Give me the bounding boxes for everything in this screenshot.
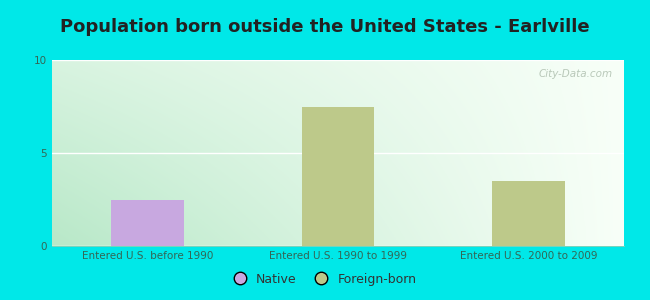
Bar xyxy=(493,181,565,246)
Text: City-Data.com: City-Data.com xyxy=(538,69,612,79)
Text: Population born outside the United States - Earlville: Population born outside the United State… xyxy=(60,18,590,36)
Legend: Native, Foreign-born: Native, Foreign-born xyxy=(228,268,422,291)
Bar xyxy=(111,200,183,246)
Bar xyxy=(302,106,374,246)
